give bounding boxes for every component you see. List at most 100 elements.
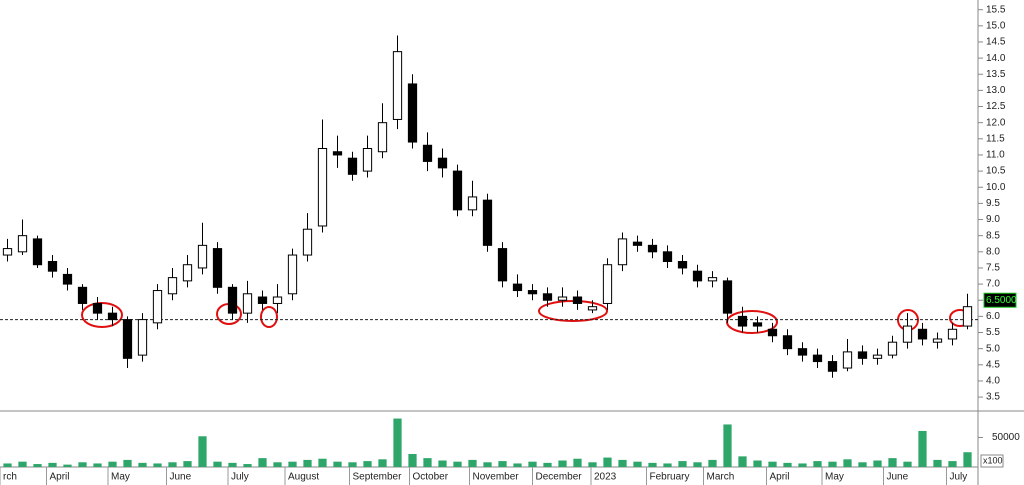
y-tick-label: 11.5 <box>986 133 1005 144</box>
candle-body <box>527 290 538 295</box>
volume-bar <box>498 461 507 467</box>
y-tick-label: 12.5 <box>986 101 1006 112</box>
volume-bar <box>558 460 567 467</box>
candle-body <box>542 293 553 301</box>
y-tick-label: 15.0 <box>986 20 1006 31</box>
volume-bar <box>78 462 87 467</box>
candle-body <box>167 277 178 295</box>
candle-body <box>407 83 418 143</box>
volume-unit: x100 <box>983 455 1003 465</box>
volume-bar <box>918 430 927 467</box>
candle-body <box>512 283 523 292</box>
volume-bar <box>18 461 27 467</box>
candle-body <box>227 286 238 314</box>
y-tick-label: 14.0 <box>986 53 1006 64</box>
volume-bar <box>168 462 177 467</box>
x-tick-label: June <box>170 472 192 483</box>
volume-bar <box>258 458 267 467</box>
volume-bar <box>768 461 777 467</box>
candle-body <box>317 148 328 227</box>
candle-body <box>887 341 898 356</box>
candle-body <box>827 361 838 372</box>
candle-body <box>752 322 763 327</box>
y-tick-label: 12.0 <box>986 117 1006 128</box>
volume-bar <box>933 459 942 467</box>
volume-bar <box>663 463 672 467</box>
candle-body <box>797 348 808 356</box>
x-tick-label: July <box>231 472 249 483</box>
annotation-circle <box>538 300 608 322</box>
volume-bar <box>528 461 537 467</box>
volume-bar <box>318 458 327 467</box>
volume-bar <box>378 459 387 467</box>
candle-body <box>287 254 298 295</box>
volume-bar <box>303 459 312 467</box>
volume-bar <box>438 460 447 467</box>
volume-bar <box>48 462 57 467</box>
last-price-box <box>983 292 1017 308</box>
candle-body <box>77 286 88 304</box>
candle-body <box>782 335 793 350</box>
x-tick-label: October <box>413 472 449 483</box>
candle-body <box>962 306 973 327</box>
y-tick-label: 7.5 <box>986 263 1000 274</box>
candle-body <box>347 157 358 175</box>
volume-bar <box>798 463 807 467</box>
y-tick-label: 7.0 <box>986 279 1000 290</box>
volume-bar <box>813 461 822 467</box>
volume-bar <box>333 461 342 467</box>
candle-body <box>107 312 118 321</box>
volume-bar <box>33 464 42 467</box>
volume-tick-label: 50000 <box>992 432 1020 443</box>
candle-body <box>482 199 493 246</box>
candle-body <box>587 306 598 311</box>
y-tick-label: 13.5 <box>986 69 1006 80</box>
candle-body <box>437 157 448 169</box>
volume-bar <box>408 454 417 467</box>
volume-bar <box>3 463 12 467</box>
candle-body <box>692 270 703 282</box>
volume-bar <box>948 461 957 467</box>
volume-bar <box>573 458 582 467</box>
candle-body <box>572 296 583 304</box>
y-tick-label: 4.5 <box>986 359 1000 370</box>
volume-bar <box>198 436 207 467</box>
x-tick-label: rch <box>3 472 17 483</box>
candle-body <box>467 196 478 211</box>
x-tick-label: June <box>887 472 909 483</box>
last-price-label: 6.5000 <box>986 295 1017 306</box>
candle-body <box>272 296 283 304</box>
x-tick-label: December <box>536 472 583 483</box>
candle-body <box>947 328 958 340</box>
volume-bar <box>138 462 147 467</box>
annotations <box>81 300 971 334</box>
y-tick-label: 5.5 <box>986 327 1000 338</box>
candle-body <box>707 277 718 282</box>
y-tick-label: 3.5 <box>986 392 1000 403</box>
volume-bar <box>183 461 192 467</box>
candle-body <box>902 325 913 343</box>
y-tick-label: 15.5 <box>986 4 1006 15</box>
candle-body <box>857 351 868 359</box>
candle-body <box>557 296 568 301</box>
volume-bar <box>123 459 132 467</box>
y-tick-label: 5.0 <box>986 343 1000 354</box>
y-tick-label: 4.0 <box>986 376 1000 387</box>
volume-bar <box>468 459 477 467</box>
volume-bar <box>423 458 432 467</box>
candle-body <box>812 354 823 363</box>
candle-body <box>182 264 193 282</box>
candle-body <box>362 148 373 172</box>
candle-body <box>197 244 208 269</box>
volume-bar <box>543 462 552 467</box>
unit-box <box>980 454 1004 468</box>
x-tick-label: April <box>770 472 790 483</box>
y-tick-label: 14.5 <box>986 37 1006 48</box>
y-tick-label: 13.0 <box>986 85 1006 96</box>
volume-bar <box>738 456 747 467</box>
volume-bar <box>513 463 522 467</box>
candle-body <box>47 260 58 272</box>
volume-bar <box>393 418 402 467</box>
candle-body <box>392 51 403 120</box>
candle-body <box>842 351 853 369</box>
